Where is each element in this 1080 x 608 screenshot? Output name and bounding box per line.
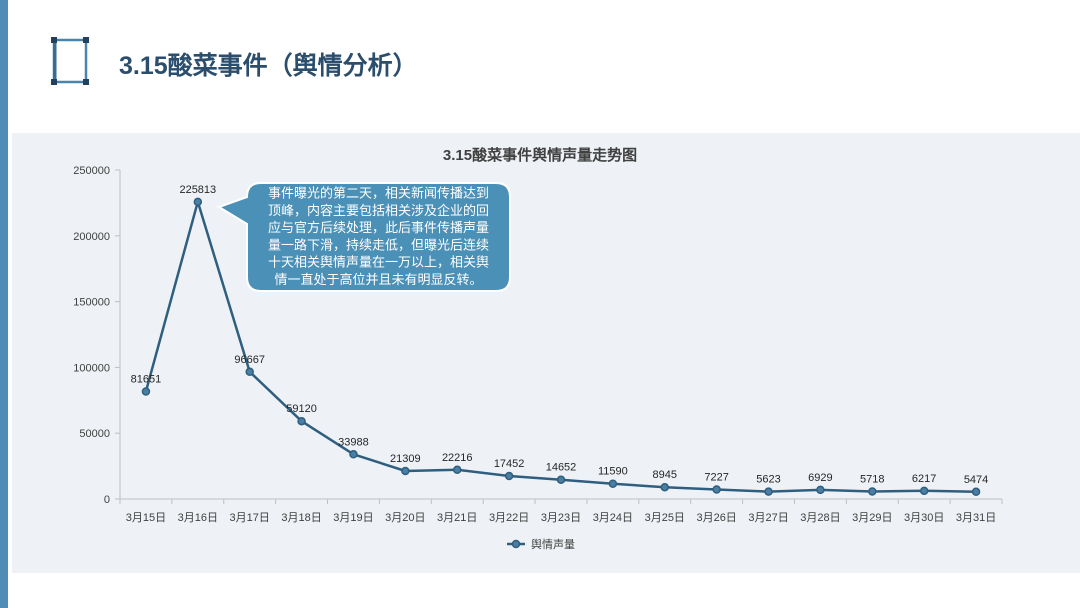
x-tick-label: 3月15日 <box>126 512 166 524</box>
x-tick-label: 3月27日 <box>748 512 788 524</box>
callout-line: 情一直处于高位并且未有明显反转。 <box>274 272 482 287</box>
data-point <box>297 416 306 426</box>
data-label: 81651 <box>131 374 162 386</box>
chart-panel <box>12 133 1080 573</box>
callout-line: 应与官方后续处理，此后事件传播声量 <box>268 220 489 235</box>
data-label: 21309 <box>390 453 421 465</box>
callout-line: 顶峰，内容主要包括相关涉及企业的回 <box>268 203 489 218</box>
data-label: 6217 <box>912 473 936 485</box>
y-tick-label: 0 <box>104 494 110 506</box>
data-point <box>193 197 203 207</box>
bracket-frame-icon <box>51 37 89 85</box>
callout-line: 量一路下滑，持续走低，但曝光后连续 <box>268 237 489 252</box>
x-tick-label: 3月23日 <box>541 512 581 524</box>
chart-title: 3.15酸菜事件舆情声量走势图 <box>443 146 637 164</box>
y-tick-label: 250000 <box>73 165 110 177</box>
x-tick-label: 3月31日 <box>956 512 996 524</box>
callout-line: 事件曝光的第二天，相关新闻传播达到 <box>268 186 489 201</box>
slide-title: 3.15酸菜事件（舆情分析） <box>119 52 418 80</box>
callout-bubble <box>216 182 511 292</box>
x-tick-label: 3月21日 <box>437 512 477 524</box>
data-label: 225813 <box>179 184 216 196</box>
line-chart: 3.15酸菜事件舆情声量走势图 0 50000 100000 150000 200000… <box>73 146 1003 551</box>
x-tick-label: 3月29日 <box>852 512 892 524</box>
data-point <box>452 465 462 475</box>
y-tick-label: 50000 <box>79 428 110 440</box>
data-label: 33988 <box>338 436 369 448</box>
data-point <box>919 486 929 496</box>
data-label: 17452 <box>494 458 525 470</box>
data-point <box>504 471 514 481</box>
data-point <box>608 479 618 488</box>
data-label: 96667 <box>234 354 265 366</box>
data-label: 5623 <box>756 474 780 486</box>
data-labels: 81651 225813 96667 59120 33988 21309 22216 1745… <box>131 184 989 486</box>
x-tick-label: 3月17日 <box>230 512 270 524</box>
x-tick-label: 3月20日 <box>385 512 425 524</box>
data-point <box>764 487 773 496</box>
data-label: 5718 <box>860 473 884 485</box>
data-point <box>971 487 981 497</box>
data-point <box>349 450 358 459</box>
x-tick-label: 3月30日 <box>904 512 944 524</box>
data-label: 7227 <box>704 471 728 483</box>
data-label: 59120 <box>286 403 317 415</box>
x-tick-label: 3月24日 <box>593 512 633 524</box>
data-label: 8945 <box>653 469 677 481</box>
left-accent-bar <box>0 0 8 608</box>
data-point <box>401 466 410 476</box>
y-tick-label: 200000 <box>73 231 110 243</box>
data-point <box>141 387 151 396</box>
chart-legend: 舆情声量 <box>507 537 575 551</box>
data-label: 6929 <box>808 472 832 484</box>
y-tick-label: 150000 <box>73 297 110 309</box>
x-tick-label: 3月28日 <box>800 512 840 524</box>
data-point <box>660 482 670 492</box>
callout-line: 十天相关舆情声量在一万以上，相关舆 <box>268 255 489 270</box>
data-label: 22216 <box>442 452 473 464</box>
data-point <box>868 487 877 496</box>
x-tick-label: 3月19日 <box>333 512 373 524</box>
data-point <box>556 475 566 484</box>
callout-text: 事件曝光的第二天，相关新闻传播达到顶峰，内容主要包括相关涉及企业的回应与官方后续… <box>268 186 489 288</box>
data-point <box>816 485 825 495</box>
data-label: 11590 <box>598 466 628 478</box>
x-tick-label: 3月26日 <box>696 512 736 524</box>
chart-axes: 0 50000 100000 150000 200000 250000 3月15日 3月16日… <box>73 165 1003 524</box>
annotation-callout: 事件曝光的第二天，相关新闻传播达到顶峰，内容主要包括相关涉及企业的回应与官方后续… <box>216 182 511 292</box>
x-tick-label: 3月18日 <box>281 512 321 524</box>
y-tick-label: 100000 <box>73 362 110 374</box>
data-label: 5474 <box>964 474 988 486</box>
data-label: 14652 <box>546 462 577 474</box>
legend-label: 舆情声量 <box>531 537 575 551</box>
x-tick-label: 3月25日 <box>645 512 685 524</box>
data-point <box>245 367 254 377</box>
data-point <box>712 485 721 494</box>
legend-marker-icon <box>511 539 521 549</box>
x-tick-label: 3月22日 <box>489 512 529 524</box>
x-tick-label: 3月16日 <box>178 512 218 524</box>
plot-area <box>141 197 981 497</box>
